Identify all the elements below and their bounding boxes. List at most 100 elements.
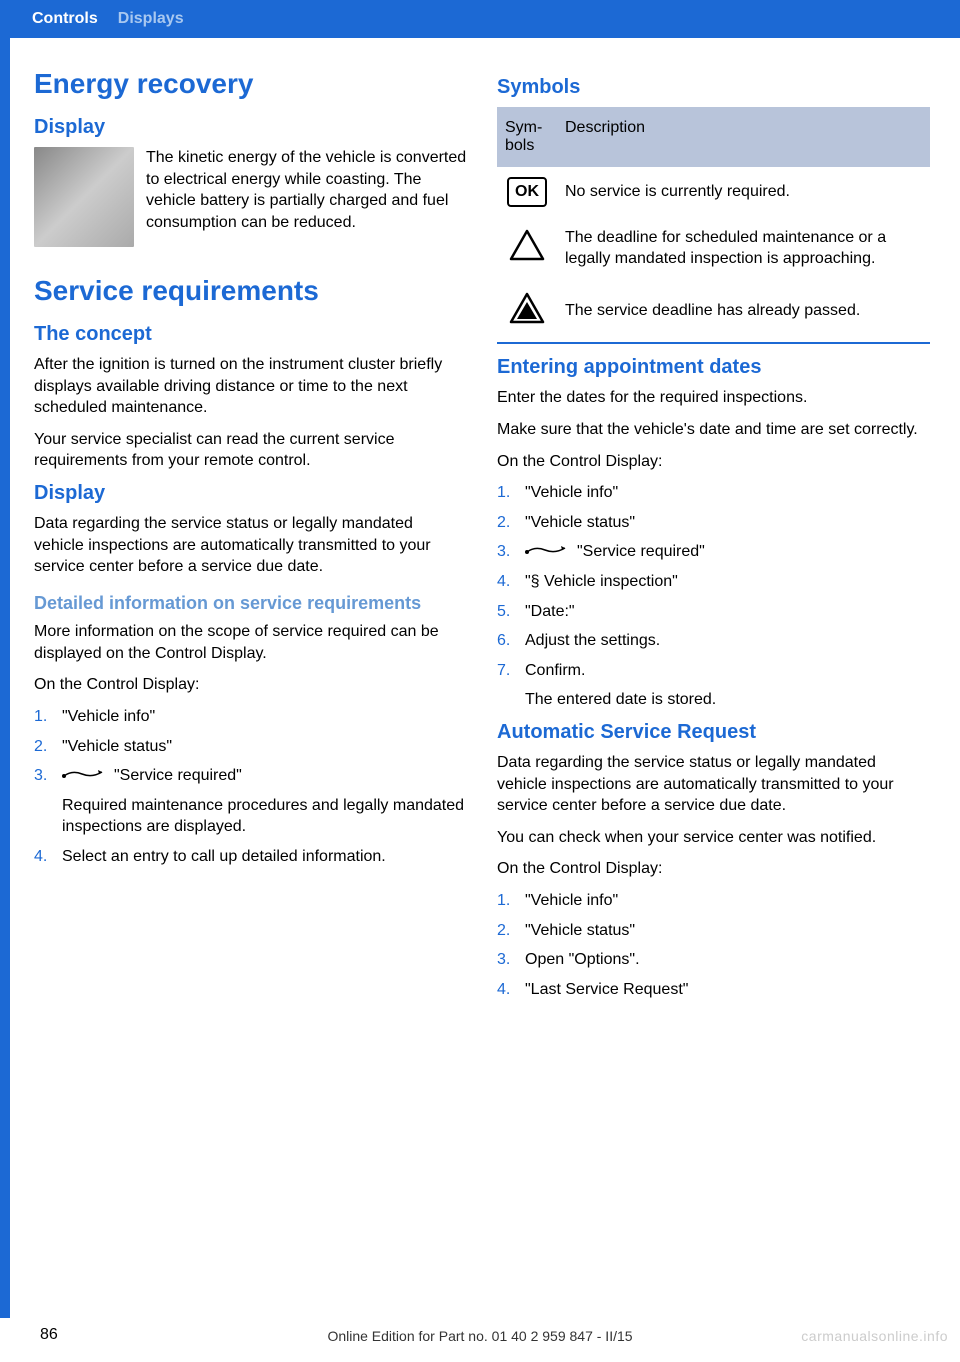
concept-p1: After the ignition is turned on the inst… xyxy=(34,354,467,419)
ok-icon: OK xyxy=(507,177,547,207)
symbol-cell xyxy=(497,217,557,280)
list-number: 6. xyxy=(497,630,515,652)
list-item: 1. "Vehicle info" xyxy=(497,890,930,912)
arrow-icon xyxy=(525,541,571,563)
display-text: The kinetic energy of the vehicle is con… xyxy=(146,147,467,237)
auto-list: 1. "Vehicle info" 2. "Vehicle status" 3. Open… xyxy=(497,890,930,1000)
heading-the-concept: The concept xyxy=(34,323,467,346)
list-text: "Service required" xyxy=(114,767,242,784)
display-p: Data regarding the service status or leg… xyxy=(34,513,467,578)
list-item: 4.Select an entry to call up detailed in… xyxy=(34,846,467,868)
list-number: 3. xyxy=(34,765,52,838)
list-content: "Last Service Request" xyxy=(525,979,930,1001)
heading-entering-dates: Entering appointment dates xyxy=(497,356,930,379)
list-number: 2. xyxy=(497,920,515,942)
appt-p3: On the Control Display: xyxy=(497,451,930,473)
description-cell: The service deadline has already passed. xyxy=(557,280,930,344)
list-number: 3. xyxy=(497,541,515,563)
list-number: 7. xyxy=(497,660,515,711)
list-content: "Vehicle info" xyxy=(525,890,930,912)
heading-display: Display xyxy=(34,116,467,139)
list-item: 4. "Last Service Request" xyxy=(497,979,930,1001)
list-number: 5. xyxy=(497,601,515,623)
detail-p2: On the Control Display: xyxy=(34,674,467,696)
description-cell: The deadline for scheduled mainte­nance … xyxy=(557,217,930,280)
list-text: "Vehicle info" xyxy=(525,484,618,501)
list-text: "Vehicle status" xyxy=(62,738,172,755)
appt-list: 1. "Vehicle info" 2. "Vehicle status" 3. "Ser… xyxy=(497,482,930,711)
list-content: "Vehicle status" xyxy=(62,736,467,758)
list-text: Open "Options". xyxy=(525,951,640,968)
list-text: "Service required" xyxy=(577,543,705,560)
breadcrumb-displays: Displays xyxy=(118,10,184,28)
list-item-subtext: The entered date is stored. xyxy=(525,689,930,711)
left-accent-bar xyxy=(0,38,10,1318)
list-number: 1. xyxy=(34,706,52,728)
list-number: 2. xyxy=(497,512,515,534)
content-area: Energy recovery Display The kinetic ener… xyxy=(0,38,960,1010)
list-item: 5. "Date:" xyxy=(497,601,930,623)
list-content: Confirm.The entered date is stored. xyxy=(525,660,930,711)
left-column: Energy recovery Display The kinetic ener… xyxy=(34,68,467,1010)
table-row: OK No service is currently required. xyxy=(497,167,930,217)
th-description: Description xyxy=(557,107,930,167)
th-symbols: Sym­bols xyxy=(497,107,557,167)
detail-list: 1."Vehicle info"2."Vehicle status"3."Ser… xyxy=(34,706,467,868)
list-number: 1. xyxy=(497,890,515,912)
list-content: "Vehicle info" xyxy=(525,482,930,504)
symbol-cell xyxy=(497,280,557,344)
list-text: "Vehicle status" xyxy=(525,514,635,531)
list-number: 4. xyxy=(497,571,515,593)
list-text: "Vehicle info" xyxy=(62,708,155,725)
table-row: The deadline for scheduled mainte­nance … xyxy=(497,217,930,280)
list-item: 3. "Service required" Required maintenance… xyxy=(34,765,467,838)
list-content: Adjust the settings. xyxy=(525,630,930,652)
list-number: 3. xyxy=(497,949,515,971)
list-item: 3. Open "Options". xyxy=(497,949,930,971)
right-column: Symbols Sym­bols Description OK No servic… xyxy=(497,68,930,1010)
triangle-filled-icon xyxy=(507,290,547,326)
list-item: 7.Confirm.The entered date is stored. xyxy=(497,660,930,711)
watermark: carmanualsonline.info xyxy=(801,1328,948,1344)
list-content: Select an entry to call up detailed info… xyxy=(62,846,467,868)
list-text: Select an entry to call up detailed info… xyxy=(62,848,386,865)
heading-energy-recovery: Energy recovery xyxy=(34,68,467,100)
list-content: "Service required" xyxy=(525,541,930,563)
heading-auto-service: Automatic Service Request xyxy=(497,721,930,744)
list-content: "Date:" xyxy=(525,601,930,623)
symbol-cell: OK xyxy=(497,167,557,217)
list-content: "Vehicle status" xyxy=(525,920,930,942)
display-block: The kinetic energy of the vehicle is con… xyxy=(34,147,467,247)
detail-p1: More information on the scope of service… xyxy=(34,621,467,664)
list-content: "Vehicle status" xyxy=(525,512,930,534)
list-item: 2."Vehicle status" xyxy=(34,736,467,758)
description-cell: No service is currently required. xyxy=(557,167,930,217)
list-content: "Vehicle info" xyxy=(62,706,467,728)
heading-service-requirements: Service requirements xyxy=(34,275,467,307)
auto-p1: Data regarding the service status or leg… xyxy=(497,752,930,817)
table-row: The service deadline has already passed. xyxy=(497,280,930,344)
list-content: "§ Vehicle inspection" xyxy=(525,571,930,593)
list-item: 2. "Vehicle status" xyxy=(497,512,930,534)
appt-p2: Make sure that the vehicle's date and ti… xyxy=(497,419,930,441)
list-item: 3. "Service required" xyxy=(497,541,930,563)
heading-symbols: Symbols xyxy=(497,76,930,99)
list-item: 2. "Vehicle status" xyxy=(497,920,930,942)
heading-display-2: Display xyxy=(34,482,467,505)
list-number: 1. xyxy=(497,482,515,504)
concept-p2: Your service specialist can read the cur… xyxy=(34,429,467,472)
list-item-subtext: Required maintenance procedures and le­g… xyxy=(62,795,467,838)
list-number: 4. xyxy=(497,979,515,1001)
list-content: "Service required" Required maintenance p… xyxy=(62,765,467,838)
list-item: 6. Adjust the settings. xyxy=(497,630,930,652)
auto-p3: On the Control Display: xyxy=(497,858,930,880)
auto-p2: You can check when your service center w… xyxy=(497,827,930,849)
list-item: 4. "§ Vehicle inspection" xyxy=(497,571,930,593)
list-text: "Vehicle status" xyxy=(525,922,635,939)
list-item: 1. "Vehicle info" xyxy=(497,482,930,504)
list-text: Adjust the settings. xyxy=(525,632,660,649)
header-bar: Controls Displays xyxy=(0,0,960,38)
triangle-outline-icon xyxy=(507,227,547,263)
list-text: "Last Service Request" xyxy=(525,981,688,998)
list-text: "Date:" xyxy=(525,603,575,620)
